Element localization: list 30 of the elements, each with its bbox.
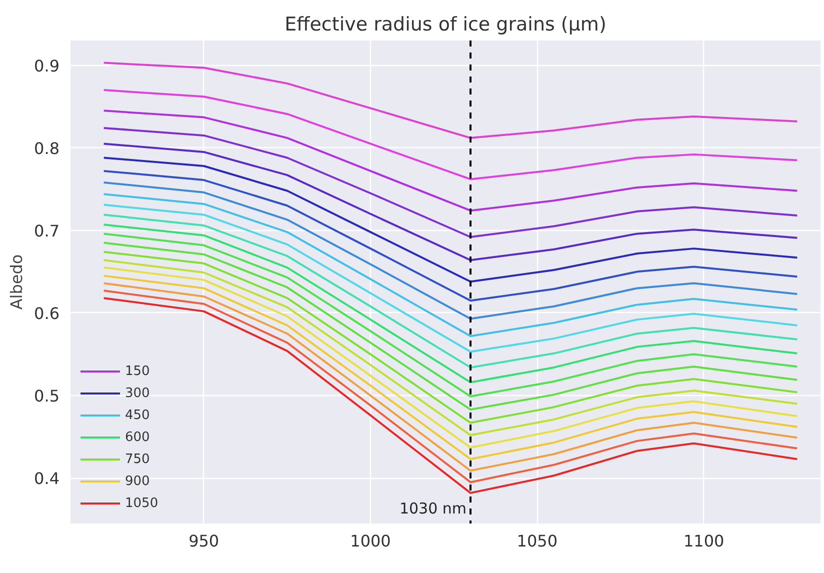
legend-label: 600 — [125, 430, 150, 444]
line-series — [102, 182, 798, 320]
legend-label: 450 — [125, 408, 150, 422]
x-tick-label: 1000 — [350, 532, 391, 550]
line-series — [102, 127, 798, 238]
y-tick-label: 0.5 — [34, 386, 60, 406]
x-tick-label: 950 — [188, 532, 220, 550]
legend-label: 300 — [125, 386, 150, 400]
y-tick-label: 0.6 — [34, 304, 60, 323]
y-tick-label: 0.4 — [34, 469, 60, 488]
legend-label: 1050 — [125, 496, 158, 510]
line-series — [102, 170, 798, 302]
y-tick-label: 0.8 — [34, 138, 60, 158]
line-series — [102, 142, 798, 262]
line-series — [102, 89, 798, 180]
legend-label: 900 — [125, 474, 150, 488]
legend-label: 150 — [125, 364, 150, 378]
ref-line-label: 1030 nm — [399, 500, 466, 518]
y-tick-label: 0.9 — [34, 56, 60, 76]
chart-title: Effective radius of ice grains (µm) — [284, 14, 606, 36]
x-tick-label: 1100 — [683, 532, 724, 550]
line-series — [102, 62, 798, 139]
line-series — [102, 110, 798, 212]
y-tick-label: 0.7 — [34, 221, 60, 240]
line-series — [102, 156, 798, 283]
legend-label: 750 — [125, 452, 150, 466]
x-tick-label: 1050 — [516, 532, 558, 550]
line-series — [102, 193, 798, 338]
y-axis-title: Albedo — [7, 254, 26, 310]
line-series — [102, 204, 798, 353]
